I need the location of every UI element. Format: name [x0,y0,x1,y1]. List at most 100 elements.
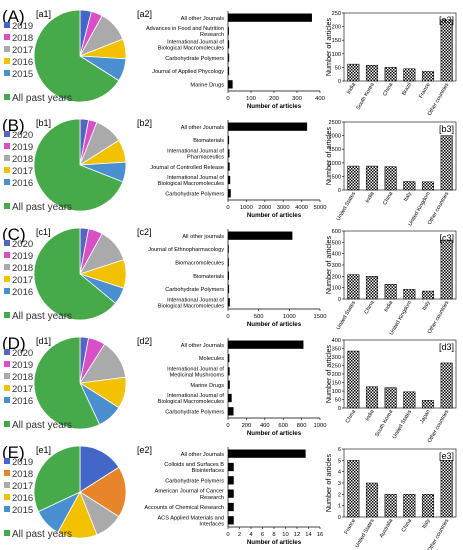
journal-category-label: All other Journals [181,452,224,458]
country-category-label: South Korea [356,82,376,111]
country-bar [365,482,379,518]
journals-x-tick-label: 200 [269,96,279,102]
legend-all-past-label: All past years [12,420,72,431]
journals-panel-label: [a2] [137,9,152,19]
countries-y-tick-label: 100 [332,52,341,58]
journal-category-label-line: International Journal of [167,148,224,154]
country-category-label: India [346,82,357,95]
journal-bar [228,298,230,307]
legend-swatch [4,470,10,476]
journals-x-tick-label: 16 [317,532,323,538]
country-bar [440,460,453,518]
journals-x-tick-label: 500 [254,314,264,320]
countries-y-tick-label: 200 [332,25,341,31]
legend-year-label: 2019 [12,142,33,153]
journal-bar [228,449,306,458]
country-bar [421,494,435,518]
journal-bar [228,26,229,36]
journal-category-label: Marine Drugs [190,83,224,89]
journal-bar [228,489,234,498]
legend-year-label: 2020 [12,130,33,141]
country-bar [440,135,453,191]
journal-category-label-line: Biological Macromolecules [158,46,224,52]
journal-category-label: International Journal of Biological Macro… [158,393,225,405]
pie-slice [33,445,81,513]
countries-y-tick-label: 350 [332,347,341,353]
country-category-label: Italy [422,518,432,530]
country-bar [384,494,397,518]
journals-x-axis-title: Number of articles [247,321,302,328]
country-bar [384,387,397,409]
journal-category-label: All other journals [182,234,224,240]
journals-x-tick-label: 300 [292,96,302,102]
country-category-label: South Korea [374,409,394,438]
journal-bar [228,271,229,280]
country-bar [421,290,435,300]
legend-year-label: 2019 [12,457,33,468]
pie-panel-label: [c1] [36,227,51,237]
country-bar [347,350,360,409]
country-bar [365,64,379,82]
legend-year-label: 2019 [12,251,33,262]
journal-category-label: All other Journals [181,16,224,22]
journal-bar [228,162,230,171]
countries-y-axis-title: Number of articles [324,126,333,185]
legend-swatch [4,203,10,209]
legend-swatch [4,34,10,40]
countries-y-tick-label: 400 [332,252,341,258]
journals-x-tick-label: 14 [305,532,312,538]
legend-swatch [4,46,10,52]
journal-bar [228,122,308,131]
legend-year-label: 2017 [12,45,33,56]
pie-slice [33,227,117,321]
countries-y-tick-label: 0 [338,188,341,194]
legend-year-label: 2020 [12,239,33,250]
journals-x-tick-label: 0 [226,314,229,320]
journal-bar [228,53,230,62]
legend-swatch [4,143,10,149]
countries-y-tick-label: 200 [332,372,341,378]
pie-slice [33,9,120,103]
legend-swatch [4,252,10,258]
country-category-label: Italy [403,191,413,203]
countries-y-axis-title: Number of articles [324,344,333,403]
legend-swatch [4,22,10,28]
countries-y-tick-label: 1000 [329,161,341,167]
countries-y-tick-label: 150 [332,38,341,44]
journals-x-tick-label: 1000 [240,205,253,211]
legend-year-label: 2018 [12,154,33,165]
legend-year-label: 2016 [12,57,33,68]
country-category-label: China [401,518,413,533]
countries-y-tick-label: 300 [332,263,341,269]
legend-year-label: 2019 [12,360,33,371]
legend-year-label: 2017 [12,275,33,286]
country-category-label: Italy [422,300,432,312]
row-letter: (D) [2,334,26,353]
journal-category-label: Carbohydrate Polymers [165,410,224,416]
countries-panel-label: [a3] [439,15,454,25]
countries-y-tick-label: 3 [338,481,341,487]
country-category-label: United States [392,409,414,440]
journals-x-axis-title: Number of articles [247,430,302,437]
journals-panel-label: [e2] [137,445,152,455]
journals-x-tick-label: 4000 [295,205,308,211]
journal-category-label: Biomaterials [193,138,224,144]
countries-panel-label: [d3] [439,342,454,352]
country-bar [347,63,360,82]
journals-x-tick-label: 1000 [314,423,327,429]
countries-y-tick-label: 150 [332,381,341,387]
country-bar [365,276,379,300]
legend-swatch [4,385,10,391]
legend-year-label: 2016 [12,287,33,298]
journal-bar [228,353,230,363]
countries-y-tick-label: 0 [338,297,341,303]
journal-category-label-line: International Journal of [167,366,224,372]
journal-bar [228,135,230,145]
country-bar [365,165,379,191]
legend-swatch [4,506,10,512]
legend-swatch [4,70,10,76]
country-bar [440,239,453,300]
journals-panel-label: [d2] [137,336,152,346]
journal-category-label: International Journal of Medicinal Mushro… [167,366,224,378]
